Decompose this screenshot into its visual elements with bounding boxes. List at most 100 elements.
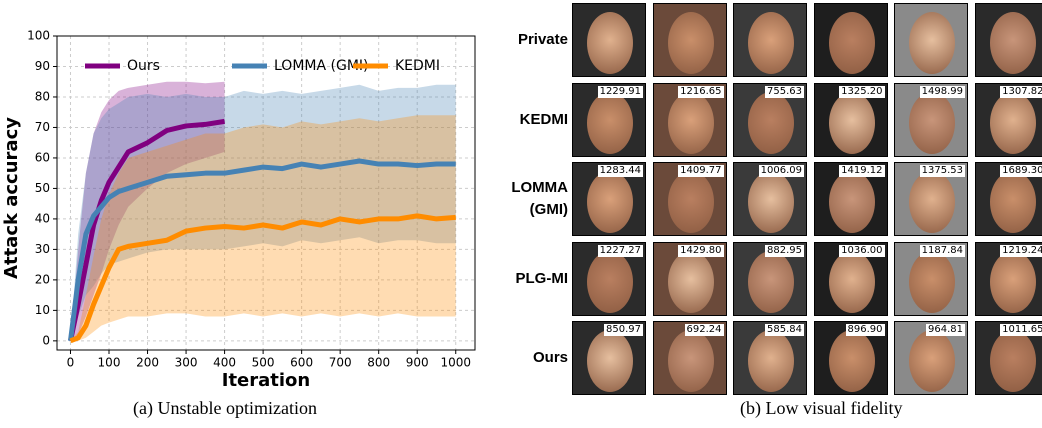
x-tick-label: 500 — [252, 356, 275, 370]
face-image: 964.81 — [894, 321, 968, 395]
x-tick-label: 600 — [290, 356, 313, 370]
face — [909, 251, 955, 313]
x-tick-label: 100 — [98, 356, 121, 370]
score-label: 1307.82 — [1000, 86, 1042, 98]
y-tick-label: 10 — [35, 303, 50, 317]
face — [587, 92, 633, 154]
x-tick-label: 700 — [329, 356, 352, 370]
x-tick-label: 400 — [213, 356, 236, 370]
score-label: 1283.44 — [598, 165, 643, 177]
face-image: 850.97 — [572, 321, 646, 395]
score-label: 755.63 — [765, 86, 804, 98]
face — [587, 171, 633, 233]
x-axis-label: Iteration — [222, 370, 311, 391]
face-image — [572, 3, 646, 77]
score-label: 692.24 — [685, 324, 724, 336]
face-image: 1227.27 — [572, 242, 646, 316]
score-label: 1006.09 — [759, 165, 804, 177]
face — [909, 171, 955, 233]
x-tick-label: 0 — [67, 356, 75, 370]
face — [909, 330, 955, 392]
score-label: 1216.65 — [678, 86, 723, 98]
line-chart: Attack accuracy Iteration 01020304050607… — [0, 0, 490, 395]
y-tick-label: 80 — [35, 89, 50, 103]
x-tick-label: 800 — [367, 356, 390, 370]
y-tick-label: 20 — [35, 272, 50, 286]
face-image — [653, 3, 727, 77]
face — [990, 92, 1036, 154]
face-image — [975, 3, 1042, 77]
row-label: Private — [502, 29, 568, 51]
y-tick-label: 100 — [27, 29, 50, 43]
score-label: 1227.27 — [598, 245, 643, 257]
face — [668, 171, 714, 233]
face — [829, 251, 875, 313]
score-label: 850.97 — [604, 324, 643, 336]
caption: (a) Unstable optimization — [133, 398, 317, 419]
face — [990, 12, 1036, 74]
score-label: 1011.65 — [1000, 324, 1042, 336]
face — [909, 92, 955, 154]
face-image: 692.24 — [653, 321, 727, 395]
face-image: 1498.99 — [894, 83, 968, 157]
score-label: 964.81 — [926, 324, 965, 336]
y-tick-label: 30 — [35, 242, 50, 256]
face — [748, 251, 794, 313]
score-label: 896.90 — [846, 324, 885, 336]
face-image: 1375.53 — [894, 162, 968, 236]
face — [748, 92, 794, 154]
face — [748, 12, 794, 74]
score-label: 1229.91 — [598, 86, 643, 98]
face-image: 1006.09 — [733, 162, 807, 236]
face — [587, 251, 633, 313]
row-label: KEDMI — [502, 109, 568, 131]
x-tick-label: 300 — [175, 356, 198, 370]
y-tick-label: 70 — [35, 120, 50, 134]
face — [829, 330, 875, 392]
score-label: 585.84 — [765, 324, 804, 336]
face — [748, 171, 794, 233]
face-image — [814, 3, 888, 77]
x-tick-label: 1000 — [440, 356, 471, 370]
face-image: 1429.80 — [653, 242, 727, 316]
face-image: 1283.44 — [572, 162, 646, 236]
face — [829, 92, 875, 154]
score-label: 882.95 — [765, 245, 804, 257]
y-tick-label: 90 — [35, 59, 50, 73]
face-image: 1325.20 — [814, 83, 888, 157]
x-tick-label: 200 — [136, 356, 159, 370]
legend-label: Ours — [127, 58, 160, 74]
face-image: 1187.84 — [894, 242, 968, 316]
face-image — [733, 3, 807, 77]
score-label: 1419.12 — [839, 165, 884, 177]
face — [990, 251, 1036, 313]
face-image: 1689.30 — [975, 162, 1042, 236]
face — [668, 330, 714, 392]
face — [829, 12, 875, 74]
face-image: 882.95 — [733, 242, 807, 316]
face — [990, 171, 1036, 233]
face — [587, 12, 633, 74]
y-tick-label: 60 — [35, 150, 50, 164]
face — [668, 251, 714, 313]
face — [990, 330, 1036, 392]
score-label: 1498.99 — [920, 86, 965, 98]
face-image: 1229.91 — [572, 83, 646, 157]
face — [668, 92, 714, 154]
row-label: PLG-MI — [502, 268, 568, 290]
score-label: 1375.53 — [920, 165, 965, 177]
score-label: 1219.24 — [1000, 245, 1042, 257]
face-image: 1216.65 — [653, 83, 727, 157]
face — [909, 12, 955, 74]
row-label: Ours — [502, 347, 568, 369]
face-image — [894, 3, 968, 77]
face-image: 585.84 — [733, 321, 807, 395]
score-label: 1036.00 — [839, 245, 884, 257]
y-tick-label: 50 — [35, 181, 50, 195]
score-label: 1187.84 — [920, 245, 965, 257]
score-label: 1689.30 — [1000, 165, 1042, 177]
face-image: 755.63 — [733, 83, 807, 157]
face-image: 1219.24 — [975, 242, 1042, 316]
score-label: 1325.20 — [839, 86, 884, 98]
face — [668, 12, 714, 74]
